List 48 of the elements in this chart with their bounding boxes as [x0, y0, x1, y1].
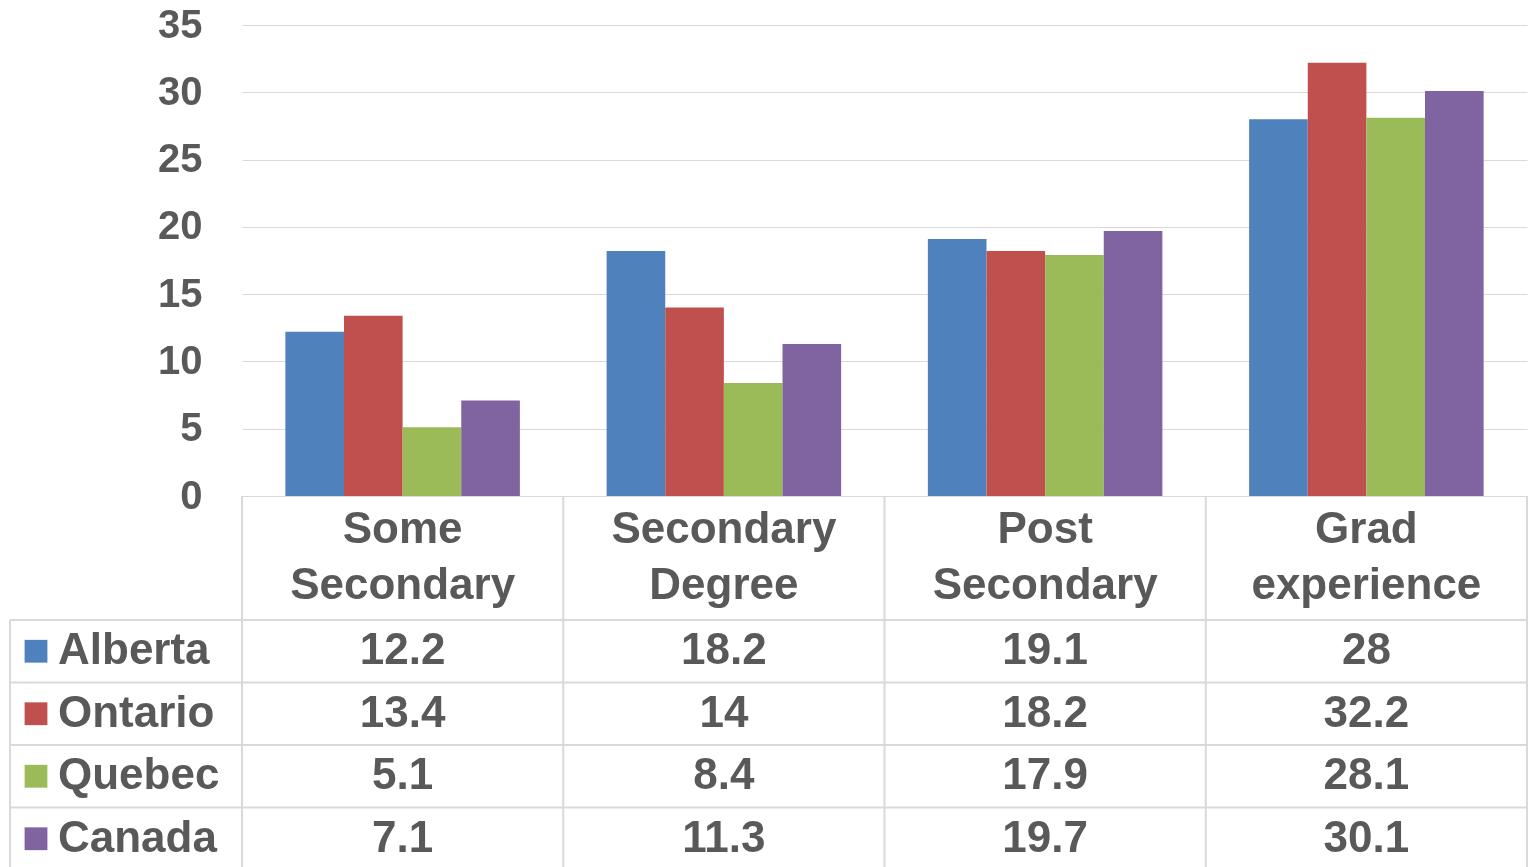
bar	[461, 400, 520, 496]
data-label: 8.4	[693, 749, 755, 799]
x-tick-label: Post Secondary	[932, 503, 1159, 608]
data-label: 28	[1341, 624, 1391, 674]
bar	[1425, 90, 1484, 496]
y-tick-label: 25	[158, 136, 203, 181]
bar	[1366, 117, 1425, 496]
data-label: 18.2	[1002, 686, 1088, 736]
y-tick-label: 5	[180, 405, 203, 450]
y-tick-label: 20	[158, 203, 203, 248]
data-label: 13.4	[359, 686, 446, 736]
bar	[927, 238, 987, 496]
x-tick-label: Grad experience	[1251, 503, 1482, 608]
data-label: 32.2	[1323, 686, 1410, 736]
data-label: 14	[699, 686, 749, 736]
data-label: 5.1	[372, 749, 434, 799]
data-label: 17.9	[1002, 749, 1088, 799]
data-label: 18.2	[681, 624, 767, 674]
legend-label: Quebec	[58, 749, 220, 799]
x-tick-label: Secondary Degree	[611, 503, 837, 608]
data-label: 11.3	[682, 811, 766, 861]
bar	[1249, 119, 1308, 496]
data-label: 30.1	[1323, 811, 1410, 861]
bar	[665, 307, 724, 496]
bar	[1103, 230, 1163, 496]
bar	[402, 427, 462, 496]
legend-label: Canada	[58, 811, 218, 861]
y-tick-label: 15	[158, 270, 203, 315]
y-tick-label: 30	[158, 68, 203, 113]
y-tick-label: 0	[180, 472, 203, 517]
bar	[723, 382, 783, 496]
y-tick-label: 35	[158, 1, 203, 46]
bar	[344, 315, 403, 496]
legend-label: Alberta	[58, 624, 211, 674]
bar	[606, 251, 666, 496]
legend-label: Ontario	[58, 686, 215, 736]
data-label: 12.2	[359, 624, 446, 674]
bar	[1045, 255, 1104, 496]
bar	[1307, 62, 1367, 496]
data-label: 19.1	[1002, 624, 1088, 674]
bar	[986, 251, 1046, 496]
x-tick-label: Some Secondary	[290, 503, 516, 608]
data-label: 28.1	[1323, 749, 1410, 799]
data-label: 19.7	[1002, 811, 1088, 861]
bar	[285, 331, 344, 496]
bar	[782, 343, 842, 496]
data-label: 7.1	[372, 811, 434, 861]
y-tick-label: 10	[158, 337, 203, 382]
